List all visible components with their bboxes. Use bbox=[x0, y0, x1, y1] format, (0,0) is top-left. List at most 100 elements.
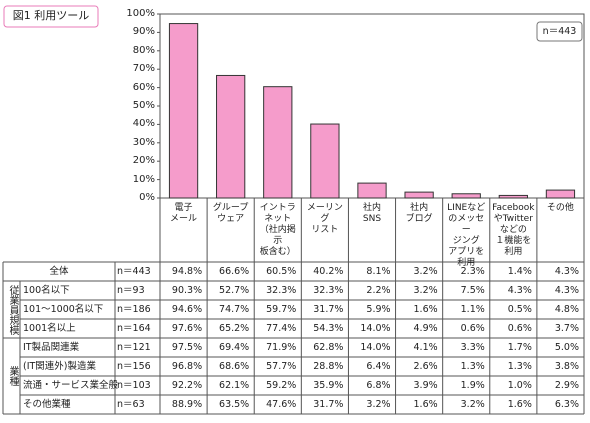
table-cell: 28.8% bbox=[313, 361, 344, 372]
table-cell: 3.2% bbox=[413, 285, 438, 296]
x-tick-label: イントラ ネット （社内掲示 板含む） bbox=[259, 203, 296, 257]
table-cell: 8.1% bbox=[366, 266, 391, 277]
table-cell: 62.8% bbox=[313, 342, 344, 353]
table-cell: 4.8% bbox=[554, 304, 579, 315]
table-cell: 4.9% bbox=[413, 323, 438, 334]
table-cell: 97.5% bbox=[171, 342, 203, 353]
table-cell: 92.2% bbox=[171, 380, 203, 391]
table-cell: 60.5% bbox=[266, 266, 297, 277]
bar bbox=[357, 182, 387, 199]
y-tick-label: 80% bbox=[132, 44, 155, 56]
table-cell: 94.6% bbox=[171, 304, 203, 315]
table-cell: 47.6% bbox=[266, 399, 297, 410]
bar bbox=[263, 86, 293, 199]
y-tick-label: 10% bbox=[132, 173, 155, 185]
bar bbox=[310, 123, 340, 199]
table-cell: 1.4% bbox=[507, 266, 532, 277]
row-label: その他業種 bbox=[23, 399, 71, 410]
table-cell: 59.2% bbox=[266, 380, 297, 391]
y-tick-label: 30% bbox=[132, 136, 155, 148]
y-tick-label: 50% bbox=[132, 100, 155, 111]
y-tick-label: 90% bbox=[132, 26, 155, 38]
table-cell: 32.3% bbox=[313, 285, 344, 296]
table-cell: 88.9% bbox=[171, 399, 203, 410]
note: n＝443 bbox=[542, 26, 577, 37]
table-cell: 3.2% bbox=[413, 266, 438, 277]
table-cell: 3.8% bbox=[554, 361, 579, 372]
table-cell: 96.8% bbox=[171, 361, 203, 372]
table-cell: 3.3% bbox=[460, 342, 485, 353]
table-cell: 57.7% bbox=[266, 361, 297, 372]
row-n: n＝63 bbox=[117, 399, 145, 410]
x-tick-label: グループ ウェア bbox=[212, 203, 249, 224]
table-cell: 4.3% bbox=[554, 266, 579, 277]
table-cell: 5.9% bbox=[366, 304, 391, 315]
table-cell: 2.9% bbox=[554, 380, 579, 391]
table-cell: 6.3% bbox=[554, 399, 579, 410]
y-tick-label: 100% bbox=[126, 8, 155, 19]
x-tick-label: その他 bbox=[546, 203, 574, 213]
row-n: n＝121 bbox=[117, 342, 151, 353]
table-cell: 65.2% bbox=[219, 323, 250, 334]
table-cell: 4.1% bbox=[413, 342, 438, 353]
row-n: n＝103 bbox=[117, 380, 151, 391]
bar bbox=[545, 189, 576, 199]
table-cell: 0.5% bbox=[507, 304, 532, 315]
table-cell: 6.4% bbox=[366, 361, 391, 372]
group-label: 従業員規模 bbox=[7, 284, 18, 335]
table-cell: 14.0% bbox=[360, 342, 391, 353]
table-cell: 1.3% bbox=[460, 361, 485, 372]
table-cell: 3.2% bbox=[460, 399, 485, 410]
table-cell: 4.3% bbox=[507, 285, 532, 296]
x-tick-label: 社内 SNS bbox=[362, 203, 382, 224]
table-cell: 0.6% bbox=[460, 323, 485, 334]
row-n: n＝443 bbox=[117, 266, 151, 277]
x-tick-label: 社内 ブログ bbox=[405, 203, 433, 224]
bar bbox=[404, 191, 434, 199]
table-cell: 5.0% bbox=[554, 342, 579, 353]
row-n: n＝93 bbox=[117, 285, 145, 296]
table-cell: 69.4% bbox=[219, 342, 250, 353]
row-label: 101～1000名以下 bbox=[23, 304, 104, 315]
table-cell: 97.6% bbox=[171, 323, 203, 334]
table-cell: 77.4% bbox=[266, 323, 297, 334]
group-label: 業種 bbox=[7, 366, 18, 386]
table-cell: 54.3% bbox=[313, 323, 344, 334]
table-cell: 63.5% bbox=[219, 399, 250, 410]
y-tick-label: 0% bbox=[139, 192, 155, 203]
table-cell: 90.3% bbox=[171, 285, 203, 296]
table-cell: 62.1% bbox=[219, 380, 250, 391]
row-label: 全体 bbox=[49, 266, 69, 277]
y-tick-label: 70% bbox=[132, 63, 155, 75]
table-cell: 32.3% bbox=[266, 285, 297, 296]
bar bbox=[168, 23, 199, 199]
table-cell: 68.6% bbox=[219, 361, 250, 372]
table-cell: 1.1% bbox=[460, 304, 485, 315]
table-cell: 40.2% bbox=[313, 266, 344, 277]
table-cell: 1.6% bbox=[413, 304, 438, 315]
title-box bbox=[3, 5, 99, 28]
table-cell: 1.9% bbox=[460, 380, 485, 391]
table-cell: 4.3% bbox=[554, 285, 579, 296]
table-cell: 66.6% bbox=[219, 266, 250, 277]
table-cell: 1.7% bbox=[507, 342, 532, 353]
table-cell: 1.3% bbox=[507, 361, 532, 372]
y-tick-label: 40% bbox=[132, 118, 155, 130]
row-label: IT製品関連業 bbox=[23, 342, 80, 353]
row-label: 100名以下 bbox=[23, 285, 70, 296]
table-cell: 71.9% bbox=[266, 342, 297, 353]
table-cell: 7.5% bbox=[460, 285, 485, 296]
x-tick-label: メーリング リスト bbox=[306, 203, 343, 235]
x-tick-label: Facebook やTwitter などの １機能を 利用 bbox=[492, 203, 535, 257]
table-cell: 94.8% bbox=[171, 266, 203, 277]
table-cell: 35.9% bbox=[313, 380, 344, 391]
table-cell: 31.7% bbox=[313, 304, 344, 315]
table-cell: 1.6% bbox=[507, 399, 532, 410]
note-box bbox=[536, 21, 583, 42]
row-label: 流通・サービス業全般 bbox=[23, 380, 119, 391]
chart-title: 図1 利用ツール bbox=[12, 9, 90, 22]
x-tick-label: LINEなど のメッセー ジング アプリを 利用 bbox=[447, 203, 486, 268]
table-cell: 31.7% bbox=[313, 399, 344, 410]
row-label: (IT関連外)製造業 bbox=[23, 361, 97, 372]
